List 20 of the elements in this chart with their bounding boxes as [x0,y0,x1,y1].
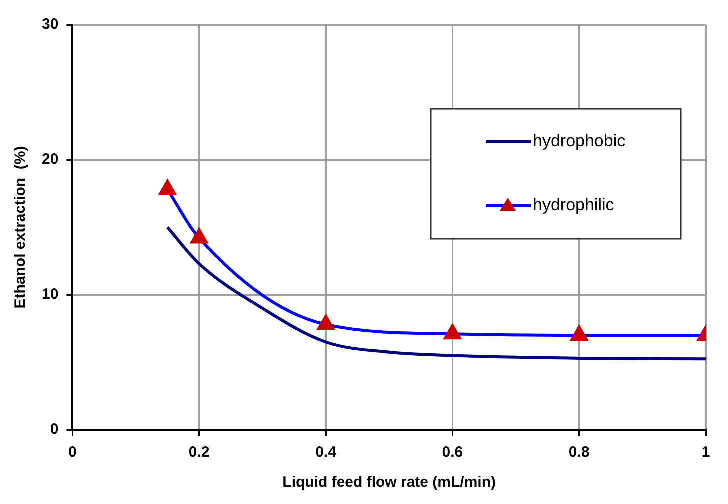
y-tick-label: 20 [42,151,59,168]
point [190,228,208,244]
line-series [166,226,706,361]
legend-label: hydrophilic [533,196,615,215]
x-tick-label: 0 [68,444,77,462]
y-tick-label: 10 [42,286,59,304]
y-tick-label: 0 [50,421,59,438]
x-tick-label: 1 [702,444,710,462]
point [318,315,334,330]
x-tick-label: 0.8 [568,444,590,462]
y-axis-title: Ethanol extraction (%) [12,146,30,309]
legend-label: hydrophobic [533,132,626,151]
x-tick-label: 0.6 [442,444,464,462]
y-tick-label: 30 [42,16,59,34]
point [570,326,588,341]
x-tick-label: 0.4 [316,444,338,462]
x-axis-title: Liquid feed flow rate (mL/min) [282,474,496,492]
x-tick-label: 0.2 [188,444,210,462]
point [444,324,462,340]
point [159,180,176,196]
